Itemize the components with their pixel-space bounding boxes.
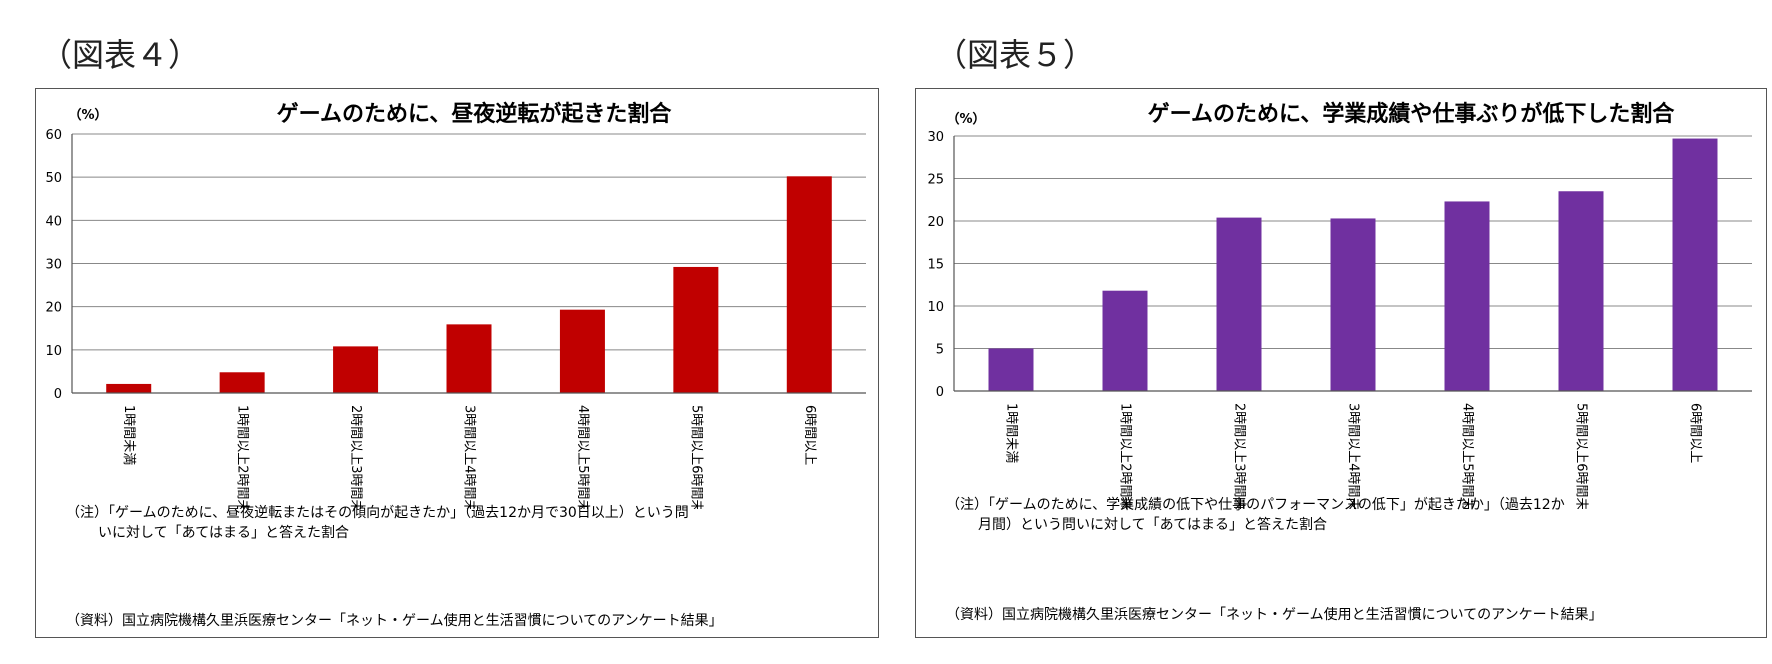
bar-2 bbox=[1102, 290, 1148, 391]
x-tick-label: 4時間以上5時間未満 bbox=[575, 405, 590, 509]
x-tick-label: 5時間以上6時間未満 bbox=[1574, 403, 1589, 509]
note-line-1: （注）「ゲームのために、学業成績の低下や仕事のパフォーマンスの低下」が起きたか」… bbox=[946, 497, 1565, 513]
chart-note: （注）「ゲームのために、昼夜逆転またはその傾向が起きたか」（過去12か月で30日… bbox=[66, 503, 689, 543]
bar-1 bbox=[988, 348, 1034, 391]
x-tick-label: 6時間以上 bbox=[802, 405, 817, 465]
bar-7 bbox=[786, 176, 832, 393]
x-tick-label: 1時間以上2時間未満 bbox=[235, 405, 250, 509]
y-tick-label: 50 bbox=[45, 171, 62, 186]
y-tick-label: 10 bbox=[45, 344, 62, 359]
chart-title: ゲームのために、学業成績や仕事ぶりが低下した割合 bbox=[1148, 101, 1676, 127]
bar-4 bbox=[446, 324, 492, 393]
chart-title: ゲームのために、昼夜逆転が起きた割合 bbox=[277, 101, 673, 127]
y-tick-label: 60 bbox=[45, 128, 62, 143]
figure-label-5: （図表５） bbox=[935, 36, 1096, 74]
bar-chart-day-night-reversal: ゲームのために、昼夜逆転が起きた割合 （%） 0 10 20 30 40 50 60 1時間未満 1… bbox=[45, 101, 866, 509]
x-tick-label: 2時間以上3時間未満 bbox=[1232, 403, 1247, 509]
chart-source: （資料）国立病院機構久里浜医療センター「ネット・ゲーム使用と生活習慣についてのア… bbox=[66, 613, 723, 629]
x-tick-label: 2時間以上3時間未満 bbox=[348, 405, 363, 509]
note-line-2: いに対して「あてはまる」と答えた割合 bbox=[98, 525, 350, 541]
y-tick-label: 20 bbox=[45, 301, 62, 316]
y-tick-label: 15 bbox=[927, 258, 944, 273]
bar-3 bbox=[333, 346, 379, 393]
x-tick-label: 1時間未満 bbox=[121, 405, 136, 465]
bar-chart-performance-decline: ゲームのために、学業成績や仕事ぶりが低下した割合 （%） 0 5 10 15 20 25 30 1… bbox=[927, 101, 1752, 509]
x-tick-label: 6時間以上 bbox=[1688, 403, 1703, 463]
y-tick-label: 0 bbox=[54, 387, 62, 402]
chart-source: （資料）国立病院機構久里浜医療センター「ネット・ゲーム使用と生活習慣についてのア… bbox=[946, 607, 1603, 623]
bar-5 bbox=[559, 309, 605, 393]
note-line-2: 月間）という問いに対して「あてはまる」と答えた割合 bbox=[978, 517, 1328, 533]
bar-5 bbox=[1444, 201, 1490, 391]
y-axis-unit: （%） bbox=[946, 111, 985, 127]
y-tick-label: 30 bbox=[927, 130, 944, 145]
chart-note: （注）「ゲームのために、学業成績の低下や仕事のパフォーマンスの低下」が起きたか」… bbox=[946, 495, 1565, 535]
x-tick-label: 5時間以上6時間未満 bbox=[688, 405, 703, 509]
bar-4 bbox=[1330, 218, 1376, 391]
y-axis-unit: （%） bbox=[68, 107, 107, 123]
y-tick-label: 40 bbox=[45, 214, 62, 229]
bar-6 bbox=[673, 266, 719, 393]
y-tick-label: 25 bbox=[927, 173, 944, 188]
x-tick-label: 3時間以上4時間未満 bbox=[462, 405, 477, 509]
chart-panel-performance-decline: ゲームのために、学業成績や仕事ぶりが低下した割合 （%） 0 5 10 15 20 25 30 1… bbox=[915, 88, 1767, 638]
y-tick-label: 30 bbox=[45, 258, 62, 273]
y-tick-label: 0 bbox=[936, 385, 944, 400]
x-tick-label: 3時間以上4時間未満 bbox=[1346, 403, 1361, 509]
figure-label-4: （図表４） bbox=[40, 36, 201, 74]
y-tick-label: 20 bbox=[927, 215, 944, 230]
x-tick-label: 4時間以上5時間未満 bbox=[1460, 403, 1475, 509]
bar-7 bbox=[1672, 138, 1718, 391]
y-tick-label: 5 bbox=[936, 343, 944, 358]
x-tick-label: 1時間以上2時間未満 bbox=[1118, 403, 1133, 509]
chart-panel-day-night-reversal: ゲームのために、昼夜逆転が起きた割合 （%） 0 10 20 30 40 50 60 1時間未満 1… bbox=[35, 88, 879, 638]
bar-2 bbox=[219, 372, 265, 393]
x-tick-label: 1時間未満 bbox=[1004, 403, 1019, 463]
bar-6 bbox=[1558, 191, 1604, 391]
bar-1 bbox=[106, 383, 152, 393]
y-tick-label: 10 bbox=[927, 300, 944, 315]
note-line-1: （注）「ゲームのために、昼夜逆転またはその傾向が起きたか」（過去12か月で30日… bbox=[66, 505, 689, 521]
bar-3 bbox=[1216, 217, 1262, 391]
